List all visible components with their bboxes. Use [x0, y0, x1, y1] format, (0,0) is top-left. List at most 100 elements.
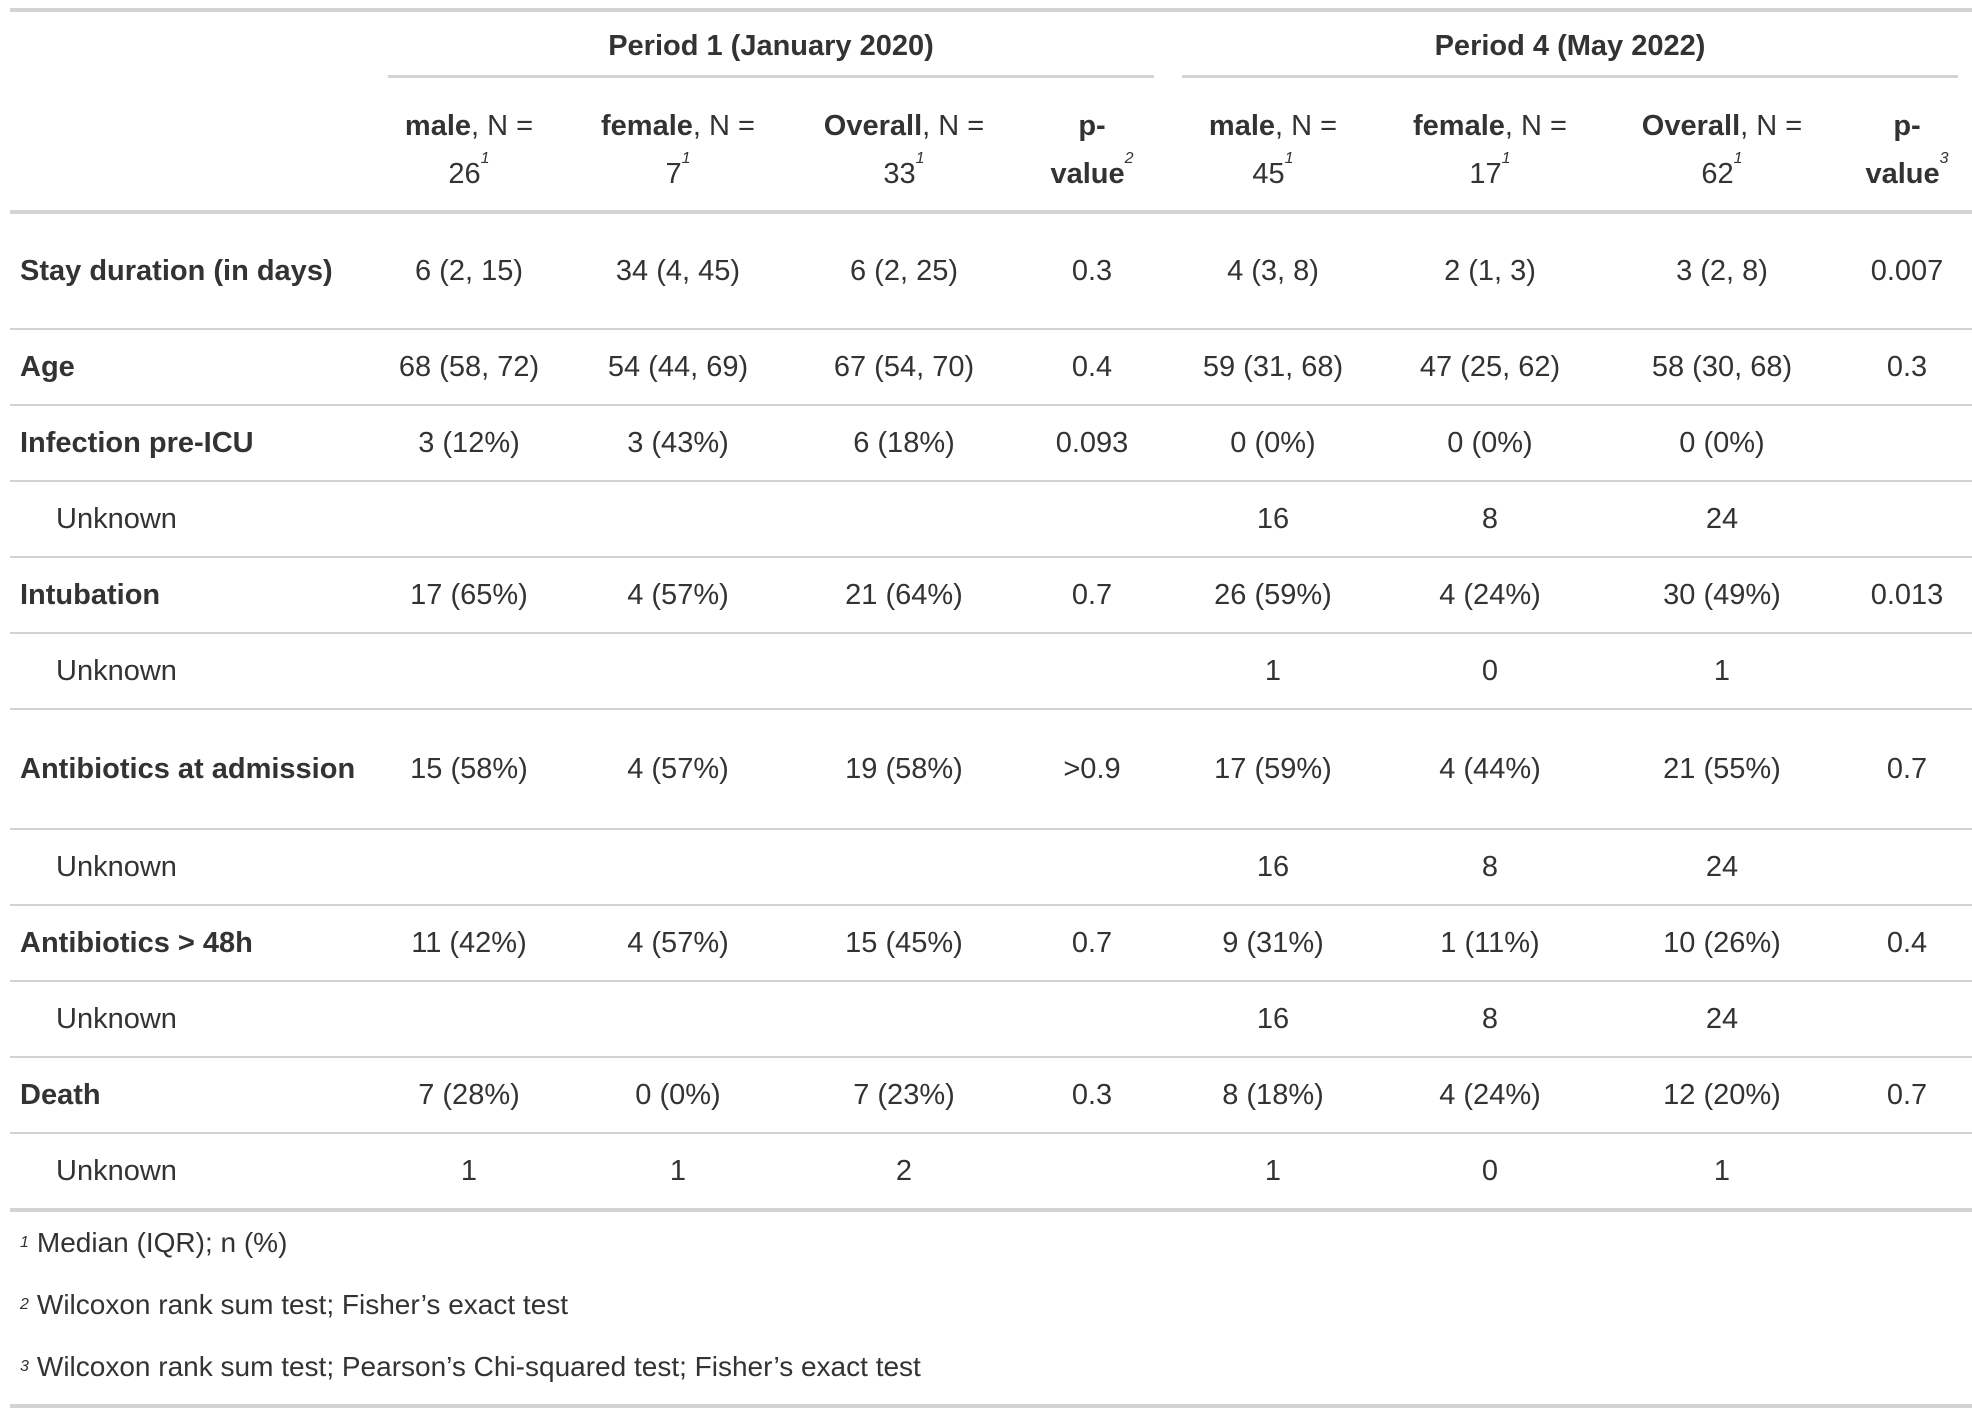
row-label: Stay duration (in days) [10, 212, 374, 330]
table-cell [564, 633, 792, 710]
table-cell: 68 (58, 72) [374, 329, 564, 406]
table-cell [564, 481, 792, 558]
table-cell: 4 (24%) [1378, 557, 1602, 634]
table-cell [1016, 633, 1168, 710]
table-cell: 4 (57%) [564, 557, 792, 634]
table-cell: 2 [792, 1133, 1016, 1212]
table-cell: 30 (49%) [1602, 557, 1842, 634]
footnote-text: Wilcoxon rank sum test; Fisher’s exact t… [36, 1289, 569, 1320]
table-cell: 4 (24%) [1378, 1057, 1602, 1134]
table-cell: 0.013 [1842, 557, 1972, 634]
table-row: Unknown 16 8 24 [10, 481, 1972, 558]
table-cell [1016, 481, 1168, 558]
table-cell: 3 (12%) [374, 405, 564, 482]
table-cell: >0.9 [1016, 709, 1168, 830]
table-cell: 0.7 [1842, 1057, 1972, 1134]
table-cell [792, 481, 1016, 558]
table-cell: 15 (58%) [374, 709, 564, 830]
table-cell [564, 981, 792, 1058]
table-cell: 1 [1602, 633, 1842, 710]
table-cell: 17 (65%) [374, 557, 564, 634]
table-cell: 1 [1168, 633, 1378, 710]
table-cell: 0.4 [1016, 329, 1168, 406]
table-header: Period 1 (January 2020) Period 4 (May 20… [10, 8, 1972, 214]
table-cell: 7 (28%) [374, 1057, 564, 1134]
table-cell: 6 (2, 15) [374, 212, 564, 330]
row-label: Age [10, 329, 374, 406]
table-cell: 16 [1168, 981, 1378, 1058]
table-cell [1842, 981, 1972, 1058]
table-body: Stay duration (in days) 6 (2, 15) 34 (4,… [10, 212, 1972, 1212]
spanner-period1: Period 1 (January 2020) [374, 12, 1168, 86]
bottom-rule [10, 1404, 1972, 1408]
table-cell: 0 [1378, 633, 1602, 710]
table-cell: 16 [1168, 829, 1378, 906]
table-cell: 11 (42%) [374, 905, 564, 982]
footnote-marker: 1 [915, 150, 925, 167]
table-cell: 10 (26%) [1602, 905, 1842, 982]
table-cell [1842, 829, 1972, 906]
col-header-p4-male: male, N = 451 [1168, 86, 1378, 214]
table-cell [1016, 829, 1168, 906]
table-cell: 4 (57%) [564, 709, 792, 830]
table-cell: 0.3 [1016, 212, 1168, 330]
table-cell [374, 481, 564, 558]
table-cell [1842, 405, 1972, 482]
summary-table: Period 1 (January 2020) Period 4 (May 20… [10, 8, 1972, 1212]
table-cell: 4 (44%) [1378, 709, 1602, 830]
footnotes: 1 Median (IQR); n (%) 2 Wilcoxon rank su… [10, 1212, 1972, 1408]
table-cell: 7 (23%) [792, 1057, 1016, 1134]
footnote: 1 Median (IQR); n (%) [20, 1227, 288, 1258]
table-cell: 0.7 [1016, 557, 1168, 634]
table-cell: 6 (2, 25) [792, 212, 1016, 330]
table-cell: 1 [564, 1133, 792, 1212]
row-label: Unknown [10, 1133, 374, 1212]
row-label: Death [10, 1057, 374, 1134]
table-cell: 47 (25, 62) [1378, 329, 1602, 406]
table-row: Unknown 16 8 24 [10, 829, 1972, 906]
row-label: Antibiotics > 48h [10, 905, 374, 982]
summary-table-container: Period 1 (January 2020) Period 4 (May 20… [10, 8, 1972, 1408]
table-cell: 1 (11%) [1378, 905, 1602, 982]
table-cell [1016, 1133, 1168, 1212]
table-row: Antibiotics > 48h 11 (42%) 4 (57%) 15 (4… [10, 905, 1972, 982]
table-cell: 15 (45%) [792, 905, 1016, 982]
spanner-period4: Period 4 (May 2022) [1168, 12, 1972, 86]
table-cell: 0.4 [1842, 905, 1972, 982]
table-cell: 8 [1378, 829, 1602, 906]
table-cell: 16 [1168, 481, 1378, 558]
footnote-marker: 3 [1939, 150, 1949, 167]
table-cell: 67 (54, 70) [792, 329, 1016, 406]
table-cell: 8 (18%) [1168, 1057, 1378, 1134]
table-cell: 2 (1, 3) [1378, 212, 1602, 330]
table-row: Unknown 16 8 24 [10, 981, 1972, 1058]
footnote-marker: 2 [1124, 150, 1134, 167]
table-cell: 4 (57%) [564, 905, 792, 982]
table-cell [792, 633, 1016, 710]
table-cell [1842, 481, 1972, 558]
table-cell [1016, 981, 1168, 1058]
table-cell: 26 (59%) [1168, 557, 1378, 634]
table-cell: 24 [1602, 481, 1842, 558]
table-cell: 0.7 [1016, 905, 1168, 982]
table-cell [1842, 633, 1972, 710]
table-cell: 0.093 [1016, 405, 1168, 482]
table-cell [374, 981, 564, 1058]
row-label: Intubation [10, 557, 374, 634]
table-cell [374, 829, 564, 906]
table-cell: 59 (31, 68) [1168, 329, 1378, 406]
table-cell: 0 (0%) [1602, 405, 1842, 482]
table-row: Death 7 (28%) 0 (0%) 7 (23%) 0.3 8 (18%)… [10, 1057, 1972, 1134]
table-row: Stay duration (in days) 6 (2, 15) 34 (4,… [10, 212, 1972, 330]
table-cell: 21 (64%) [792, 557, 1016, 634]
col-header-p1-overall: Overall, N = 331 [792, 86, 1016, 214]
table-cell [792, 829, 1016, 906]
footnote: 3 Wilcoxon rank sum test; Pearson’s Chi-… [20, 1351, 921, 1382]
table-cell: 17 (59%) [1168, 709, 1378, 830]
label-column-header [10, 86, 374, 214]
col-header-p1-pvalue: p-value2 [1016, 86, 1168, 214]
table-cell: 8 [1378, 481, 1602, 558]
table-cell: 24 [1602, 981, 1842, 1058]
table-cell: 3 (43%) [564, 405, 792, 482]
table-cell: 0.007 [1842, 212, 1972, 330]
